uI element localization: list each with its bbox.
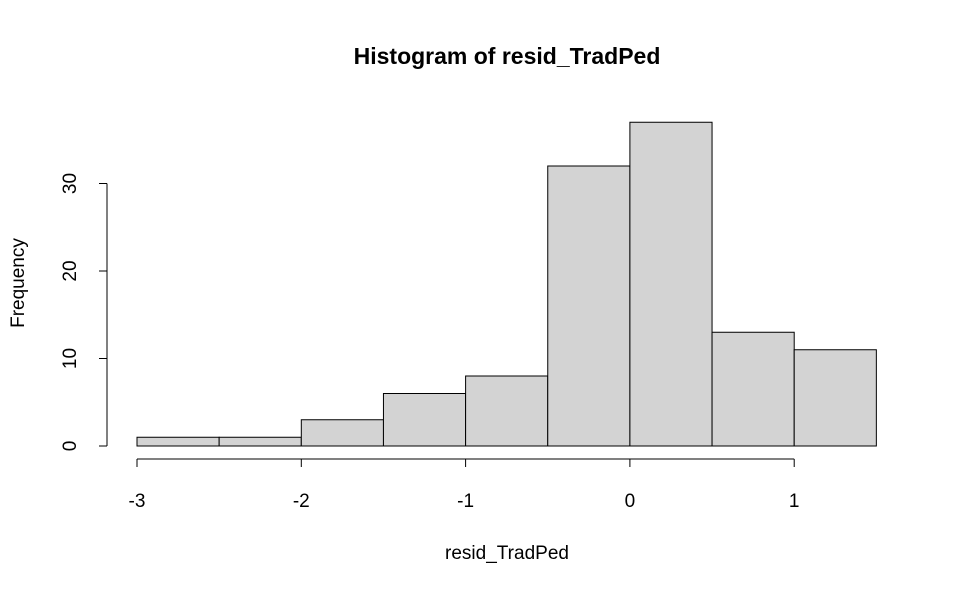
chart-title: Histogram of resid_TradPed	[354, 43, 661, 69]
y-axis-label: Frequency	[8, 238, 29, 328]
y-tick-label: 30	[60, 173, 81, 194]
x-tick-label: -2	[293, 491, 310, 512]
x-tick-label: -3	[129, 491, 146, 512]
histogram-bar	[382, 393, 467, 447]
histogram-bar	[465, 375, 549, 447]
histogram-bar	[218, 436, 302, 447]
bars-group	[136, 121, 877, 447]
x-axis: -3 -2 -1 0 1	[129, 458, 800, 512]
histogram-bar	[711, 331, 795, 447]
y-axis: 0 10 20 30	[60, 173, 108, 452]
histogram-bar	[629, 121, 713, 447]
histogram-bar	[547, 165, 631, 447]
y-tick-label: 0	[60, 441, 81, 452]
x-tick-label: -1	[457, 491, 474, 512]
x-tick-label: 1	[789, 491, 800, 512]
x-axis-label: resid_TradPed	[445, 543, 569, 564]
y-tick-label: 20	[60, 260, 81, 281]
histogram-bar	[136, 436, 220, 447]
histogram-bar	[300, 419, 384, 447]
y-tick-label: 10	[60, 348, 81, 369]
x-tick-label: 0	[625, 491, 636, 512]
histogram-bar	[793, 349, 877, 447]
